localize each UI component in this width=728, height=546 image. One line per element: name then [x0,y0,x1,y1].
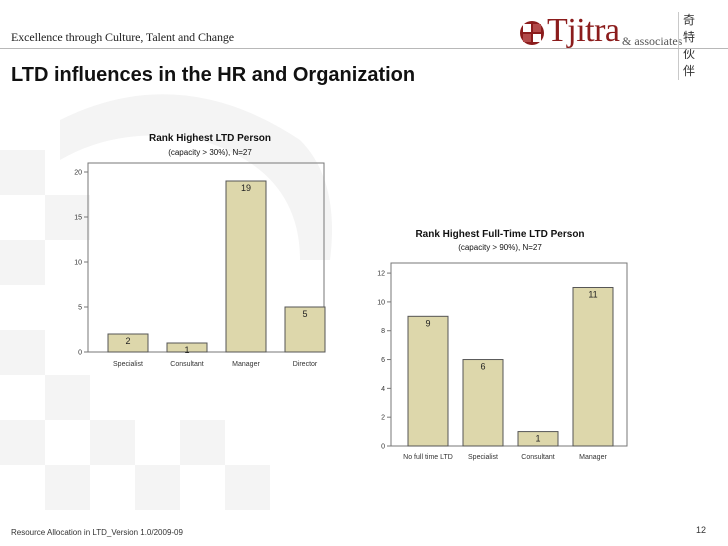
chart-1-ytick-label: 5 [78,305,82,312]
chart-2-bar [572,286,614,447]
page-title: LTD influences in the HR and Organizatio… [11,64,416,86]
page-number: 12 [695,525,706,535]
chart-1-category-label: Consultant [170,361,204,368]
chart-2-frame [390,262,628,447]
chart-1-data-label: 1 [184,345,189,355]
chart-2-ytick-label: 6 [381,357,385,364]
chart-1-subtitle: (capacity > 30%), N=27 [168,148,252,157]
logo-name: Tjitra [547,12,620,49]
chart-1-data-label: 2 [125,336,130,346]
chart-2-title: Rank Highest Full-Time LTD Person [415,229,585,240]
chart-2-data-label: 1 [535,434,540,444]
chart-2-category-label: No full time LTD [403,454,453,461]
chart-1-category-label: Director [293,361,318,368]
chart-1-ytick-label: 10 [74,260,82,267]
footer-text: Resource Allocation in LTD_Version 1.0/2… [11,528,183,537]
chart-1-data-label: 19 [241,183,251,193]
chart-1-bar [107,333,149,353]
chart-2-ytick-label: 12 [377,271,385,278]
chart-2-ytick-label: 10 [377,299,385,306]
chart-2-bar [517,431,559,447]
chart-1-bar [225,180,267,353]
chart-1-bar [166,342,208,353]
chart-1-bar [284,306,326,353]
logo-cjk-line-1: 奇 特 [683,13,699,44]
chart-1-category-label: Specialist [113,361,143,368]
chart-2-subtitle: (capacity > 90%), N=27 [458,243,542,252]
chart-2-bar [462,359,504,447]
chart-1-ytick-label: 20 [74,170,82,177]
chart-2-ytick-label: 0 [381,444,385,451]
chart-1-category-label: Manager [232,361,260,368]
chart-1-ytick-label: 15 [74,215,82,222]
chart-2-ytick-label: 4 [381,386,385,393]
chart-1-ytick-label: 0 [78,350,82,357]
chart-1-title: Rank Highest LTD Person [148,133,272,144]
header-divider [0,48,728,49]
company-logo: Tjitra & associates 奇 特 伙 伴 [513,10,728,80]
chart-2-ytick-label: 8 [381,328,385,335]
chart-2-ytick-label: 2 [381,415,385,422]
chart-2-data-label: 9 [425,318,430,328]
tagline: Excellence through Culture, Talent and C… [11,30,235,44]
logo-cjk: 奇 特 伙 伴 [678,12,719,80]
logo-cjk-line-2: 伙 伴 [683,47,699,78]
chart-2-category-label: Consultant [521,454,555,461]
chart-2-data-label: 6 [480,362,485,372]
logo-emblem-icon [520,21,544,45]
chart-2-category-label: Manager [579,454,607,461]
chart-2-bar [407,315,449,447]
chart-2-data-label: 11 [588,289,597,299]
logo-subtitle: & associates [622,34,683,48]
chart-1-data-label: 5 [302,309,307,319]
chart-2-category-label: Specialist [468,454,498,461]
